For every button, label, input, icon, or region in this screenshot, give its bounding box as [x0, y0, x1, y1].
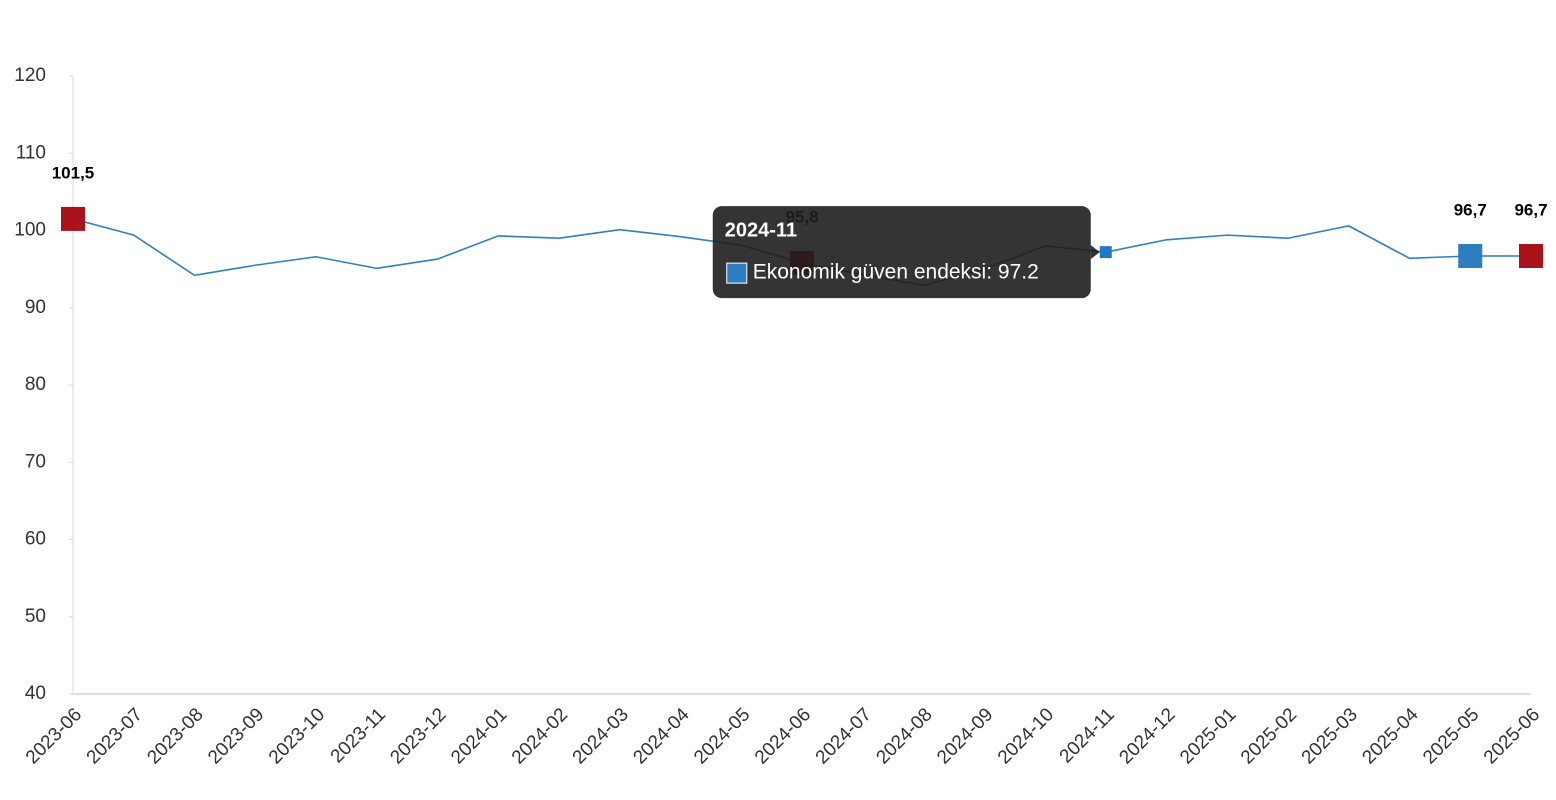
x-tick-label: 2023-09 — [204, 704, 268, 768]
x-tick-label: 2025-01 — [1176, 704, 1240, 768]
tooltip-swatch — [726, 262, 748, 284]
x-tick-label: 2023-08 — [143, 704, 207, 768]
data-label: 101,5 — [52, 163, 95, 182]
y-tick-label: 80 — [25, 374, 46, 395]
y-tick-label: 50 — [25, 606, 46, 627]
tooltip-title: 2024-11 — [725, 219, 797, 241]
x-tick-label: 2025-03 — [1298, 704, 1362, 768]
y-tick-label: 40 — [25, 683, 46, 704]
x-tick-label: 2025-06 — [1480, 704, 1544, 768]
tooltip: 2024-11 Ekonomik güven endeksi: 97.2 — [712, 206, 1100, 299]
x-tick-label: 2024-01 — [447, 704, 511, 768]
y-tick-label: 100 — [14, 220, 46, 241]
y-tick-label: 110 — [16, 142, 46, 163]
data-point — [1458, 243, 1483, 268]
x-tick-label: 2024-05 — [690, 704, 754, 768]
x-tick-label: 2024-07 — [812, 704, 876, 768]
x-tick-label: 2025-02 — [1237, 704, 1301, 768]
data-label: 96,7 — [1454, 200, 1487, 219]
x-tick-label: 2023-06 — [22, 704, 86, 768]
x-tick-label: 2024-11 — [1056, 704, 1119, 767]
data-point — [1519, 243, 1543, 268]
x-tick-label: 2025-04 — [1358, 704, 1422, 768]
x-tick-label: 2024-10 — [994, 704, 1058, 768]
data-label: 96,7 — [1514, 200, 1547, 219]
x-tick-label: 2024-03 — [569, 704, 633, 768]
data-point — [61, 206, 85, 231]
x-tick-label: 2023-07 — [83, 704, 147, 768]
x-tick-label: 2024-02 — [508, 704, 572, 768]
x-tick-label: 2023-11 — [327, 704, 390, 767]
x-tick-label: 2023-12 — [386, 704, 450, 768]
y-tick-label: 60 — [25, 529, 46, 550]
tooltip-label: Ekonomik güven endeksi: 97.2 — [753, 261, 1039, 284]
data-point — [1099, 246, 1112, 259]
tooltip-box — [712, 206, 1091, 299]
x-tick-label: 2024-04 — [629, 704, 693, 768]
x-tick-label: 2024-09 — [933, 704, 997, 768]
tooltip-caret — [1090, 245, 1100, 260]
y-tick-label: 70 — [25, 451, 46, 472]
x-tick-label: 2025-05 — [1419, 704, 1483, 768]
x-tick-label: 2023-10 — [265, 704, 329, 768]
x-tick-label: 2024-06 — [751, 704, 815, 768]
y-tick-label: 120 — [14, 65, 46, 86]
y-tick-label: 90 — [25, 297, 46, 318]
x-tick-label: 2024-08 — [872, 704, 936, 768]
x-tick-label: 2024-12 — [1115, 704, 1179, 768]
